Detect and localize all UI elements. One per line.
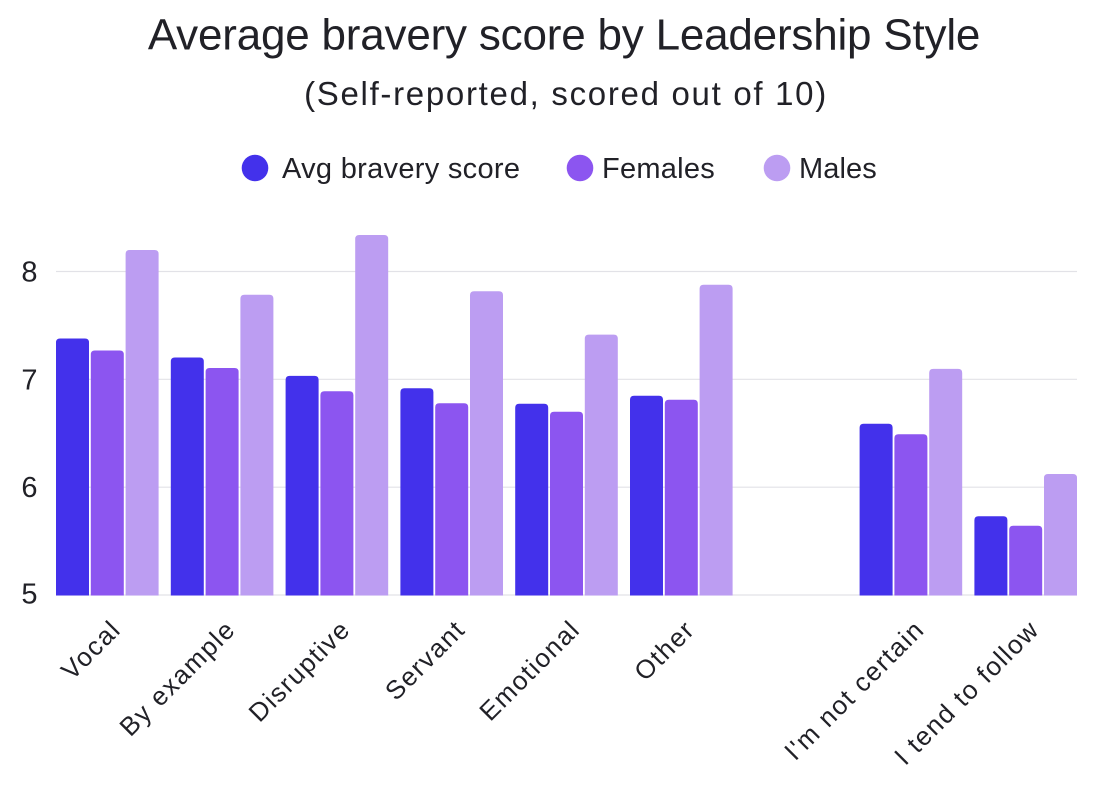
svg-text:6: 6 (21, 472, 37, 504)
svg-text:7: 7 (21, 364, 37, 396)
svg-text:Males: Males (799, 153, 877, 185)
svg-text:5: 5 (21, 579, 37, 611)
svg-text:Avg bravery score: Avg bravery score (282, 153, 520, 185)
svg-text:Average bravery score by Leade: Average bravery score by Leadership Styl… (148, 11, 980, 60)
svg-text:Females: Females (602, 153, 715, 185)
svg-text:(Self-reported, scored out of: (Self-reported, scored out of 10) (304, 75, 828, 112)
svg-text:8: 8 (21, 257, 37, 289)
